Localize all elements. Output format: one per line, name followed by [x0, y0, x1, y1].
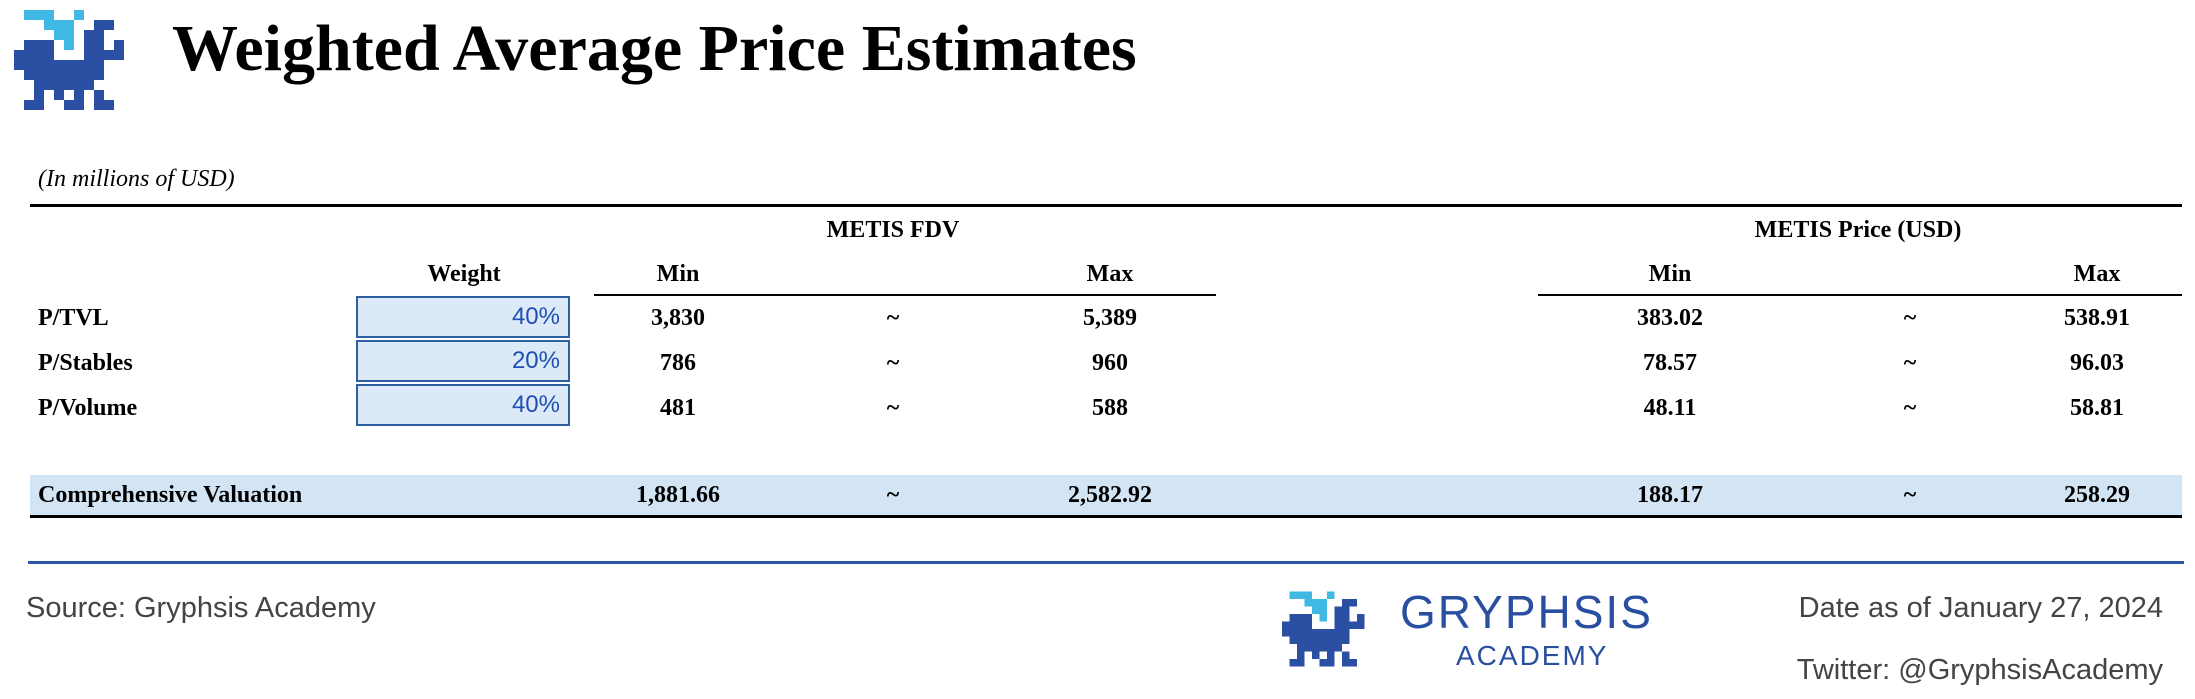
total-fdv-max: 2,582.92	[1068, 482, 1152, 508]
brand-subtitle: ACADEMY	[1456, 640, 1609, 671]
total-fdv-min: 1,881.66	[636, 482, 720, 508]
fdv-min-cell: 3,830	[651, 305, 705, 331]
row-label: P/Stables	[38, 350, 133, 376]
weight-input-cell[interactable]: 20%	[356, 340, 570, 382]
range-tilde: ~	[886, 305, 900, 331]
price-max-cell: 58.81	[2070, 395, 2124, 421]
total-price-max: 258.29	[2064, 482, 2130, 508]
page-title: Weighted Average Price Estimates	[172, 12, 1137, 85]
range-tilde: ~	[886, 482, 900, 508]
price-min-cell: 383.02	[1637, 305, 1703, 331]
gryphon-logo-icon	[14, 10, 124, 110]
unit-note: (In millions of USD)	[38, 166, 235, 192]
weight-col-header: Weight	[427, 261, 501, 287]
range-tilde: ~	[886, 395, 900, 421]
date-note: Date as of January 27, 2024	[1798, 592, 2163, 624]
range-tilde: ~	[1903, 305, 1917, 331]
price-min-cell: 48.11	[1643, 395, 1697, 421]
fdv-header-rule	[594, 294, 1216, 296]
fdv-min-col-header: Min	[656, 261, 700, 287]
fdv-max-col-header: Max	[1086, 261, 1134, 287]
price-min-col-header: Min	[1648, 261, 1692, 287]
price-max-cell: 538.91	[2064, 305, 2130, 331]
twitter-handle: Twitter: @GryphsisAcademy	[1796, 654, 2163, 686]
fdv-min-cell: 481	[660, 395, 696, 421]
gryphon-logo-icon	[1282, 591, 1365, 667]
table-top-rule	[30, 204, 2182, 207]
fdv-group-header: METIS FDV	[826, 217, 960, 243]
range-tilde: ~	[886, 350, 900, 376]
row-label: P/TVL	[38, 305, 109, 331]
weight-input-cell[interactable]: 40%	[356, 384, 570, 426]
total-row-bottom-rule	[30, 515, 2182, 518]
price-max-col-header: Max	[2073, 261, 2121, 287]
fdv-max-cell: 588	[1092, 395, 1128, 421]
price-header-rule	[1538, 294, 2182, 296]
price-max-cell: 96.03	[2070, 350, 2124, 376]
total-label: Comprehensive Valuation	[38, 482, 303, 508]
source-note: Source: Gryphsis Academy	[26, 592, 376, 624]
footer-divider	[28, 561, 2184, 564]
total-price-min: 188.17	[1637, 482, 1703, 508]
price-group-header: METIS Price (USD)	[1754, 217, 1962, 243]
range-tilde: ~	[1903, 395, 1917, 421]
fdv-max-cell: 5,389	[1083, 305, 1137, 331]
fdv-max-cell: 960	[1092, 350, 1128, 376]
row-label: P/Volume	[38, 395, 138, 421]
total-row-highlight	[30, 475, 2182, 515]
range-tilde: ~	[1903, 350, 1917, 376]
fdv-min-cell: 786	[660, 350, 696, 376]
price-min-cell: 78.57	[1643, 350, 1697, 376]
brand-name: GRYPHSIS	[1400, 586, 1653, 638]
range-tilde: ~	[1903, 482, 1917, 508]
weight-input-cell[interactable]: 40%	[356, 296, 570, 338]
